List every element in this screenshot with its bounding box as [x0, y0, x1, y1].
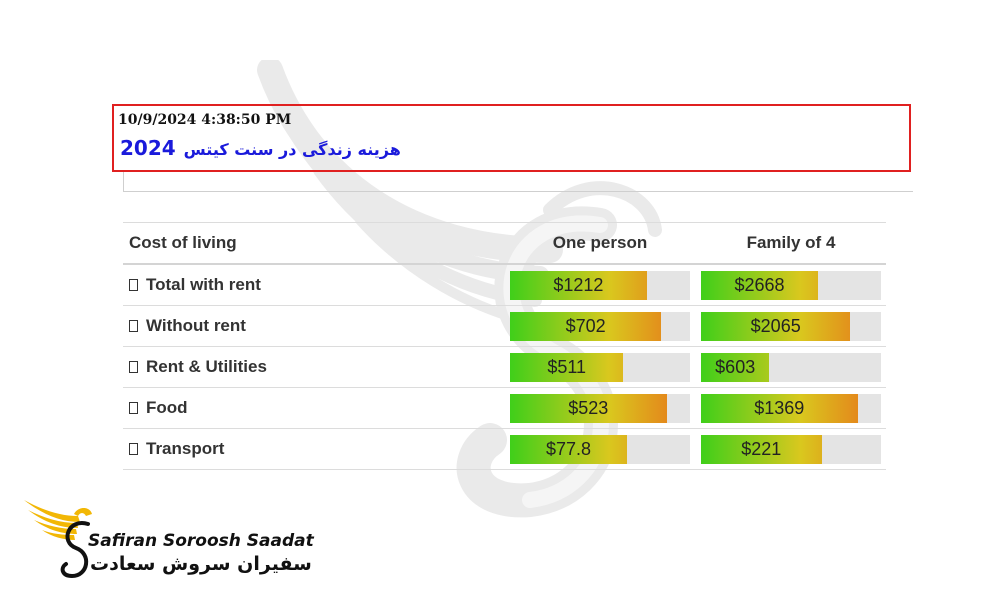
table-row: Rent & Utilities $511 $603 — [123, 347, 886, 388]
one-person-bar-fill — [510, 394, 667, 423]
one-person-value: $702 — [565, 316, 606, 336]
family-of-4-bar-fill — [701, 312, 851, 341]
column-header-one-person: One person — [552, 233, 648, 252]
missing-glyph-icon — [129, 279, 138, 291]
one-person-bar-fill — [510, 312, 662, 341]
family-of-4-bar-fill — [701, 394, 858, 423]
missing-glyph-icon — [129, 443, 138, 455]
family-of-4-bar: $603 — [701, 353, 881, 382]
title-persian: هزینه زندگی در سنت کیتس — [183, 140, 401, 159]
winged-s-logo-icon — [24, 500, 92, 579]
row-label: Total with rent — [129, 265, 261, 305]
row-label: Transport — [129, 429, 224, 469]
row-label-text: Food — [146, 398, 188, 417]
row-label-text: Rent & Utilities — [146, 357, 267, 376]
header-underline-box — [123, 172, 913, 192]
row-label-text: Total with rent — [146, 275, 261, 294]
header-box — [112, 104, 911, 172]
row-label: Rent & Utilities — [129, 347, 267, 387]
family-of-4-bar-fill — [701, 271, 818, 300]
missing-glyph-icon — [129, 402, 138, 414]
one-person-bar: $511 — [510, 353, 690, 382]
one-person-bar-fill — [510, 271, 647, 300]
family-of-4-value: $2668 — [734, 275, 785, 295]
title-year: 2024 — [120, 136, 176, 160]
one-person-value: $511 — [547, 357, 587, 377]
table-row: Without rent $702 $2065 — [123, 306, 886, 347]
family-of-4-value: $1369 — [754, 398, 805, 418]
one-person-value: $523 — [568, 398, 609, 418]
one-person-bar: $1212 — [510, 271, 690, 300]
one-person-value: $1212 — [553, 275, 604, 295]
family-of-4-value: $603 — [715, 357, 756, 377]
table-row: Total with rent $1212 $2668 — [123, 265, 886, 306]
family-of-4-bar-fill — [701, 353, 770, 382]
row-label-text: Without rent — [146, 316, 246, 335]
column-header-cost-of-living: Cost of living — [129, 233, 237, 252]
one-person-bar-fill — [510, 353, 624, 382]
family-of-4-bar: $2065 — [701, 312, 881, 341]
row-label: Food — [129, 388, 188, 428]
family-of-4-value: $2065 — [750, 316, 801, 336]
brand-name-english: Safiran Soroosh Saadat — [88, 531, 314, 551]
family-of-4-bar-fill — [701, 435, 822, 464]
missing-glyph-icon — [129, 361, 138, 373]
row-label-text: Transport — [146, 439, 225, 458]
row-label: Without rent — [129, 306, 246, 346]
missing-glyph-icon — [129, 320, 138, 332]
family-of-4-bar: $221 — [701, 435, 881, 464]
family-of-4-bar: $1369 — [701, 394, 881, 423]
column-header-family-of-4: Family of 4 — [746, 233, 836, 252]
one-person-bar: $702 — [510, 312, 690, 341]
one-person-bar: $77.8 — [510, 435, 690, 464]
table-row: Transport $77.8 $221 — [123, 429, 886, 470]
one-person-value: $77.8 — [545, 439, 592, 459]
one-person-bar: $523 — [510, 394, 690, 423]
table-row: Food $523 $1369 — [123, 388, 886, 429]
cost-of-living-table: Cost of living One person Family of 4 To… — [123, 222, 886, 470]
table-header-row: Cost of living One person Family of 4 — [123, 223, 886, 265]
timestamp: 10/9/2024 4:38:50 PM — [118, 112, 292, 128]
family-of-4-bar: $2668 — [701, 271, 881, 300]
family-of-4-value: $221 — [741, 439, 782, 459]
brand-name-persian: سفیران سروش سعادت — [90, 553, 312, 575]
page-title: 2024 هزینه زندگی در سنت کیتس — [120, 136, 401, 160]
one-person-bar-fill — [510, 435, 627, 464]
